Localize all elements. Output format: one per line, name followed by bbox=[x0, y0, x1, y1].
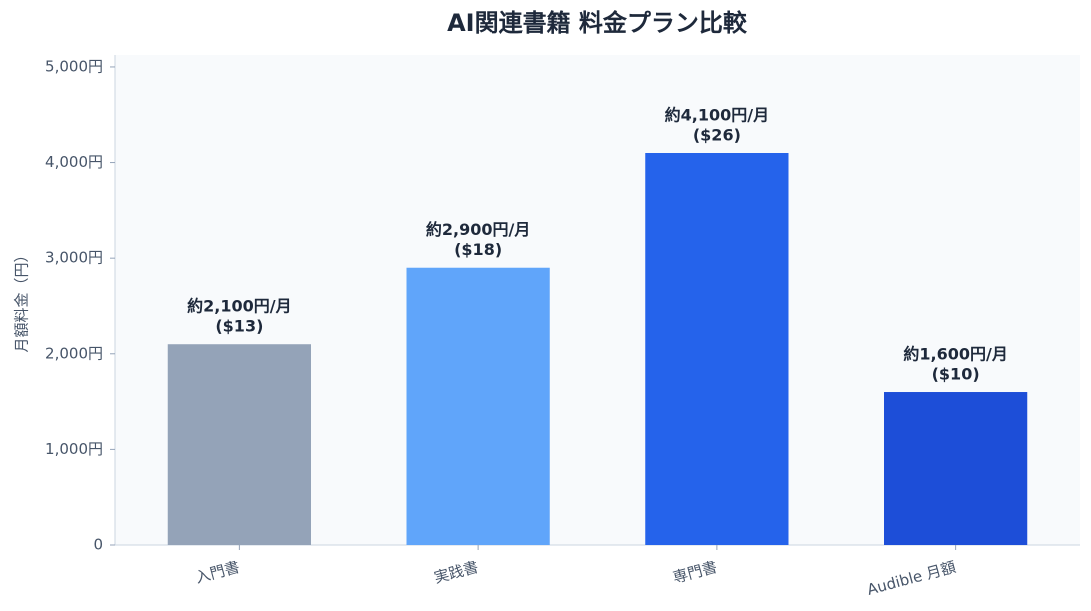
value-label: 約2,900円/月 bbox=[426, 220, 530, 239]
y-tick-label: 5,000円 bbox=[45, 57, 103, 75]
x-tick-label: Audible 月額 bbox=[865, 558, 958, 599]
y-tick-label: 3,000円 bbox=[45, 249, 103, 267]
y-tick-label: 2,000円 bbox=[45, 344, 103, 362]
y-tick-label: 4,000円 bbox=[45, 153, 103, 171]
x-tick-label: 入門書 bbox=[193, 558, 241, 587]
y-tick-label: 0 bbox=[93, 536, 103, 554]
x-tick-label: 実践書 bbox=[432, 558, 480, 587]
bar bbox=[645, 153, 789, 545]
y-tick-label: 1,000円 bbox=[45, 440, 103, 458]
value-label: 約2,100円/月 bbox=[187, 297, 291, 316]
value-label: ($13) bbox=[215, 317, 263, 336]
value-label: 約1,600円/月 bbox=[903, 345, 1007, 364]
value-label: ($26) bbox=[693, 126, 741, 145]
value-label: ($10) bbox=[932, 365, 980, 384]
bar bbox=[167, 344, 311, 545]
bar bbox=[884, 392, 1028, 545]
y-axis-label: 月額料金（円） bbox=[13, 247, 31, 352]
chart-title: AI関連書籍 料金プラン比較 bbox=[447, 9, 748, 37]
x-tick-label: 専門書 bbox=[671, 558, 719, 587]
value-label: 約4,100円/月 bbox=[665, 106, 769, 125]
value-label: ($18) bbox=[454, 240, 502, 259]
bar bbox=[406, 267, 550, 545]
